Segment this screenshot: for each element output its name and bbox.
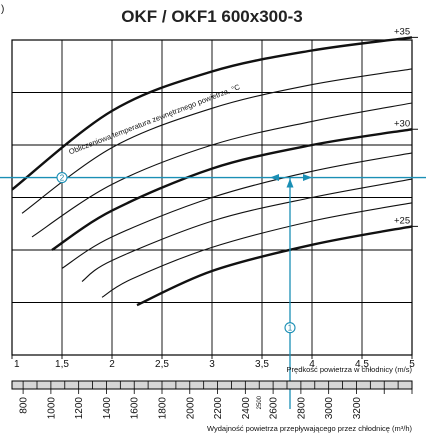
velocity-axis-label: Prędkość powietrza w chłodnicy (m/s): [287, 365, 413, 374]
flow-tick-label: 1400: [102, 397, 113, 420]
curve-intermediate-4: [61, 152, 413, 269]
flow-tick-label: 1000: [46, 397, 57, 420]
curve-label: +25: [394, 215, 410, 226]
velocity-tick-label: 5: [409, 359, 415, 370]
flow-axis: 800 1000 1200 1400 1600 1800 2000 2200 2400 2600 2…: [11, 380, 413, 420]
velocity-tick-label: 3: [209, 359, 215, 370]
flow-tick-label: 3200: [352, 397, 363, 420]
flow-tick-label: 1800: [158, 397, 169, 420]
velocity-axis: 1 1,5 2 2,5 3 3,5 4 4,5 5: [11, 355, 415, 370]
flow-axis-label: Wydajność powietrza przepływającego prze…: [207, 424, 413, 433]
curve-label: +30: [394, 118, 410, 129]
arrow-up: [286, 178, 294, 188]
curve-plus-30: [51, 128, 413, 252]
flow-tick-label: 2600: [269, 397, 280, 420]
velocity-tick-label: 2: [109, 359, 115, 370]
marker-label: 1: [288, 324, 293, 333]
curve-intermediate-6: [101, 202, 413, 298]
flow-tick-label: 1600: [130, 397, 141, 420]
flow-tick-label: 800: [19, 397, 30, 414]
flow-tick-label: 1200: [74, 397, 85, 420]
velocity-tick-label: 1,5: [55, 359, 69, 370]
velocity-tick-label: 4: [309, 359, 315, 370]
velocity-tick-label: 1: [14, 359, 20, 370]
velocity-tick-label: 2,5: [155, 359, 169, 370]
arrow-left: [270, 174, 279, 182]
flow-axis-bar: [11, 380, 413, 390]
flow-tick-label: 2800: [296, 397, 307, 420]
curve-intermediate-2: [31, 102, 413, 238]
curve-labels: +35 +30 +25: [394, 26, 418, 227]
flow-marker-label: 2500: [257, 395, 263, 409]
curve-intermediate-5: [81, 178, 413, 282]
marker-circle: [56, 172, 68, 184]
chart-title: OKF / OKF1 600x300-3: [121, 7, 302, 26]
corner-mark: ): [1, 4, 4, 15]
curve-label: +35: [394, 26, 410, 37]
curve-intermediate-1: [21, 68, 413, 214]
flow-tick-label: 3000: [324, 397, 335, 420]
marker-circle: [284, 322, 296, 334]
curve-plus-25: [136, 225, 413, 307]
flow-tick-label: 2200: [213, 397, 224, 420]
curves: [11, 36, 413, 307]
marker-label: 2: [60, 174, 65, 183]
flow-tick-label: 2400: [241, 397, 252, 420]
velocity-tick-label: 3,5: [255, 359, 269, 370]
flow-tick-label: 2000: [185, 397, 196, 420]
curve-plus-35: [11, 36, 413, 191]
velocity-tick-label: 4,5: [355, 359, 369, 370]
arrow-right: [303, 174, 312, 182]
reading-guides: 12: [0, 172, 426, 409]
